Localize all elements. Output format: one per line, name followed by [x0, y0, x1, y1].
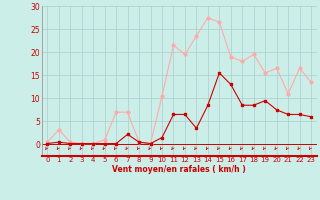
X-axis label: Vent moyen/en rafales ( km/h ): Vent moyen/en rafales ( km/h ) — [112, 165, 246, 174]
